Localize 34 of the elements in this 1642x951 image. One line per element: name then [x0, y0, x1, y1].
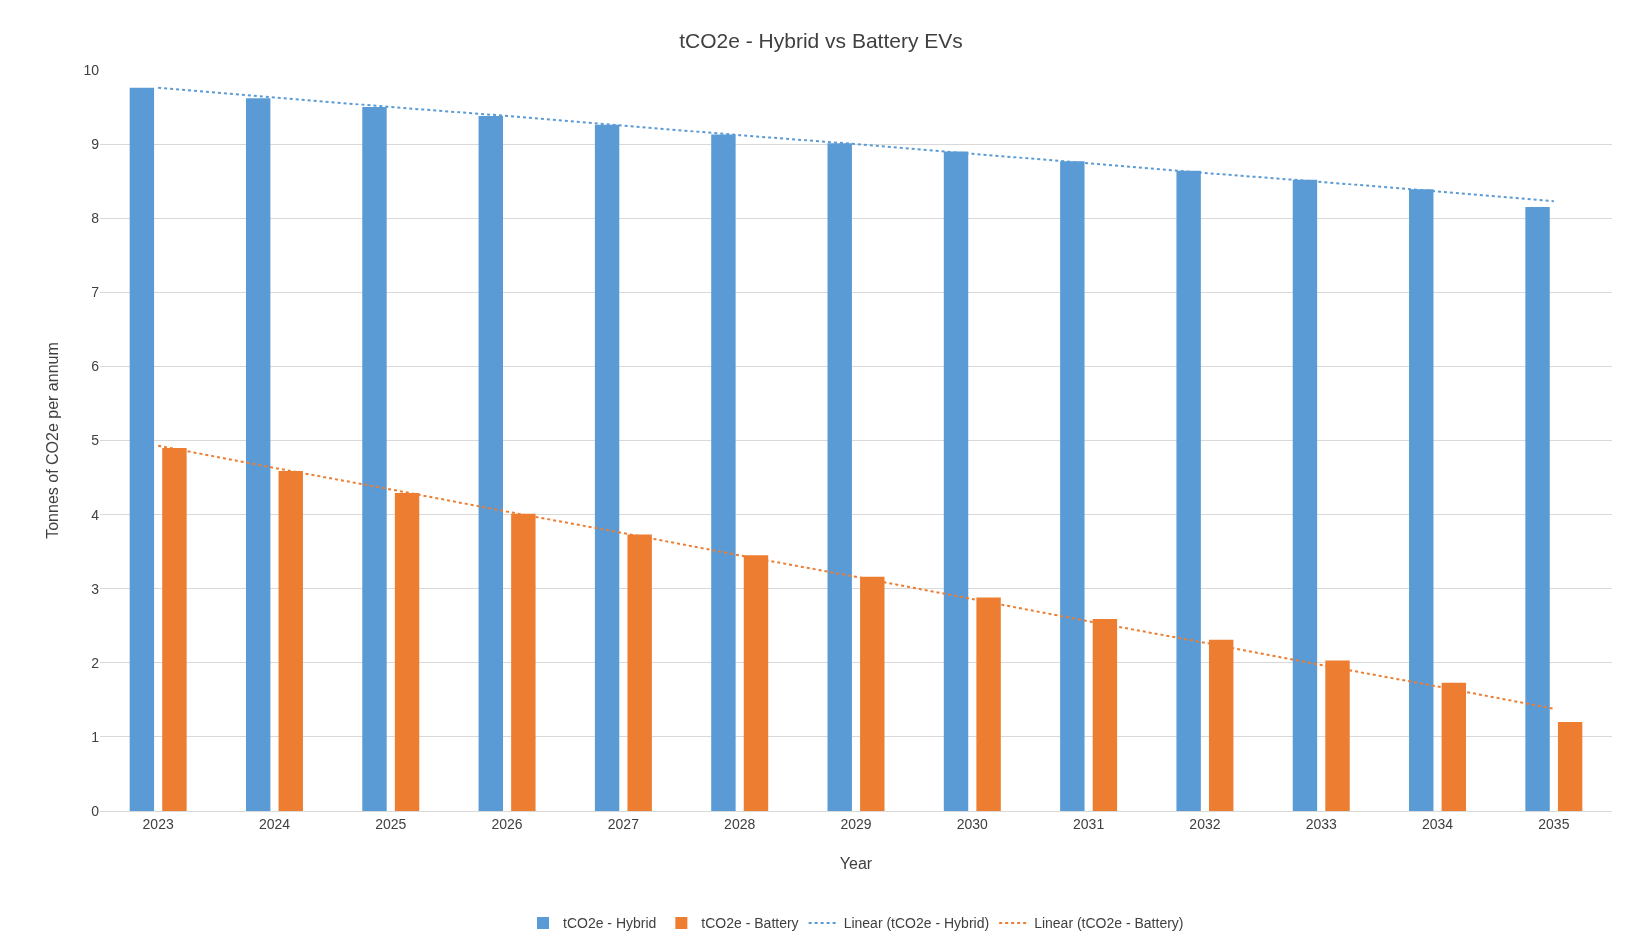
bar	[1525, 207, 1550, 811]
x-tick-label: 2023	[142, 815, 174, 832]
x-tick-label: 2024	[258, 815, 291, 832]
x-tick-label: 2029	[840, 815, 872, 832]
x-tick-label: 2033	[1305, 815, 1338, 832]
y-tick-label: 1	[91, 728, 100, 745]
legend-label: tCO2e - Hybrid	[563, 915, 657, 932]
x-tick-label: 2035	[1538, 815, 1570, 832]
chart-title: tCO2e - Hybrid vs Battery EVs	[679, 28, 963, 52]
y-tick-label: 4	[91, 506, 100, 523]
y-tick-label: 2	[91, 654, 100, 671]
y-tick-label: 3	[91, 580, 100, 597]
x-tick-label: 2028	[724, 815, 756, 832]
legend-label: Linear (tCO2e - Battery)	[1034, 915, 1184, 932]
x-tick-label: 2031	[1073, 815, 1105, 832]
x-tick-label: 2032	[1189, 815, 1221, 832]
x-tick-label: 2027	[607, 815, 640, 832]
x-tick-label: 2030	[956, 815, 989, 832]
x-tick-label: 2025	[375, 815, 407, 832]
x-axis-title: Year	[839, 855, 873, 872]
x-tick-label: 2034	[1421, 815, 1454, 832]
y-tick-label: 10	[83, 61, 100, 78]
y-tick-label: 6	[91, 358, 100, 375]
y-tick-label: 0	[91, 802, 100, 819]
y-axis-title: Tonnes of CO2e per annum	[44, 342, 61, 539]
bar	[129, 87, 155, 811]
x-tick-label: 2026	[491, 815, 523, 832]
bar	[1557, 722, 1583, 811]
y-tick-label: 9	[91, 136, 100, 152]
legend-label: Linear (tCO2e - Hybrid)	[843, 915, 990, 932]
legend-label: tCO2e - Battery	[701, 915, 799, 932]
y-tick-label: 5	[91, 432, 100, 449]
y-tick-label: 7	[91, 284, 100, 301]
y-tick-label: 8	[91, 210, 100, 227]
